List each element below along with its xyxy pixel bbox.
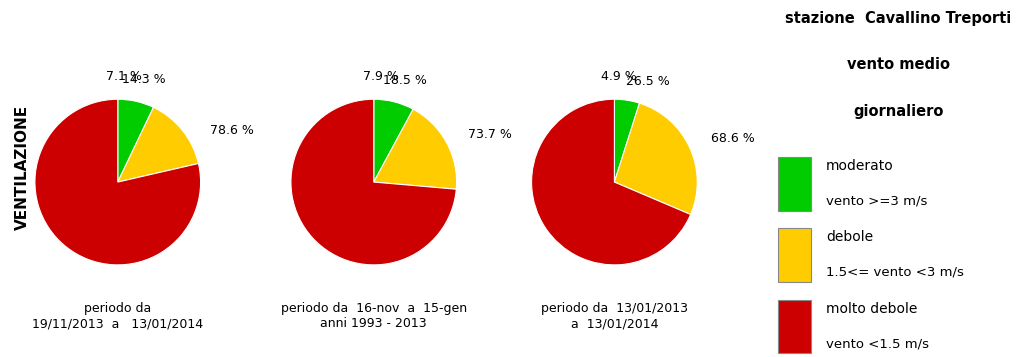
Text: vento <1.5 m/s: vento <1.5 m/s (825, 337, 929, 350)
Text: 18.5 %: 18.5 % (383, 74, 427, 87)
Text: molto debole: molto debole (825, 302, 918, 316)
Text: VENTILAZIONE: VENTILAZIONE (15, 105, 30, 230)
Text: moderato: moderato (825, 159, 894, 173)
Wedge shape (118, 99, 154, 182)
Wedge shape (374, 99, 413, 182)
Text: 7.9 %: 7.9 % (364, 70, 399, 83)
Text: 73.7 %: 73.7 % (468, 128, 512, 141)
Wedge shape (291, 99, 457, 265)
Text: 7.1 %: 7.1 % (106, 70, 142, 83)
Text: 78.6 %: 78.6 % (210, 124, 254, 137)
Bar (778, 300, 811, 353)
Text: stazione  Cavallino Treporti: stazione Cavallino Treporti (785, 11, 1012, 26)
Text: periodo da
19/11/2013  a   13/01/2014: periodo da 19/11/2013 a 13/01/2014 (32, 302, 204, 330)
Wedge shape (374, 109, 457, 189)
Text: 14.3 %: 14.3 % (122, 73, 166, 86)
Text: periodo da  13/01/2013
a  13/01/2014: periodo da 13/01/2013 a 13/01/2014 (541, 302, 688, 330)
Wedge shape (614, 103, 697, 215)
Text: periodo da  16-nov  a  15-gen
anni 1993 - 2013: periodo da 16-nov a 15-gen anni 1993 - 2… (281, 302, 467, 330)
Wedge shape (118, 107, 199, 182)
Wedge shape (531, 99, 690, 265)
Text: 68.6 %: 68.6 % (711, 132, 755, 145)
Wedge shape (35, 99, 201, 265)
Text: giornaliero: giornaliero (853, 104, 944, 119)
Bar (778, 157, 811, 211)
Text: 26.5 %: 26.5 % (626, 75, 670, 88)
Text: 4.9 %: 4.9 % (601, 70, 637, 83)
Wedge shape (614, 99, 640, 182)
Text: vento medio: vento medio (847, 57, 950, 72)
Text: debole: debole (825, 230, 872, 244)
Bar (778, 228, 811, 282)
Text: vento >=3 m/s: vento >=3 m/s (825, 195, 927, 207)
Text: 1.5<= vento <3 m/s: 1.5<= vento <3 m/s (825, 266, 964, 279)
